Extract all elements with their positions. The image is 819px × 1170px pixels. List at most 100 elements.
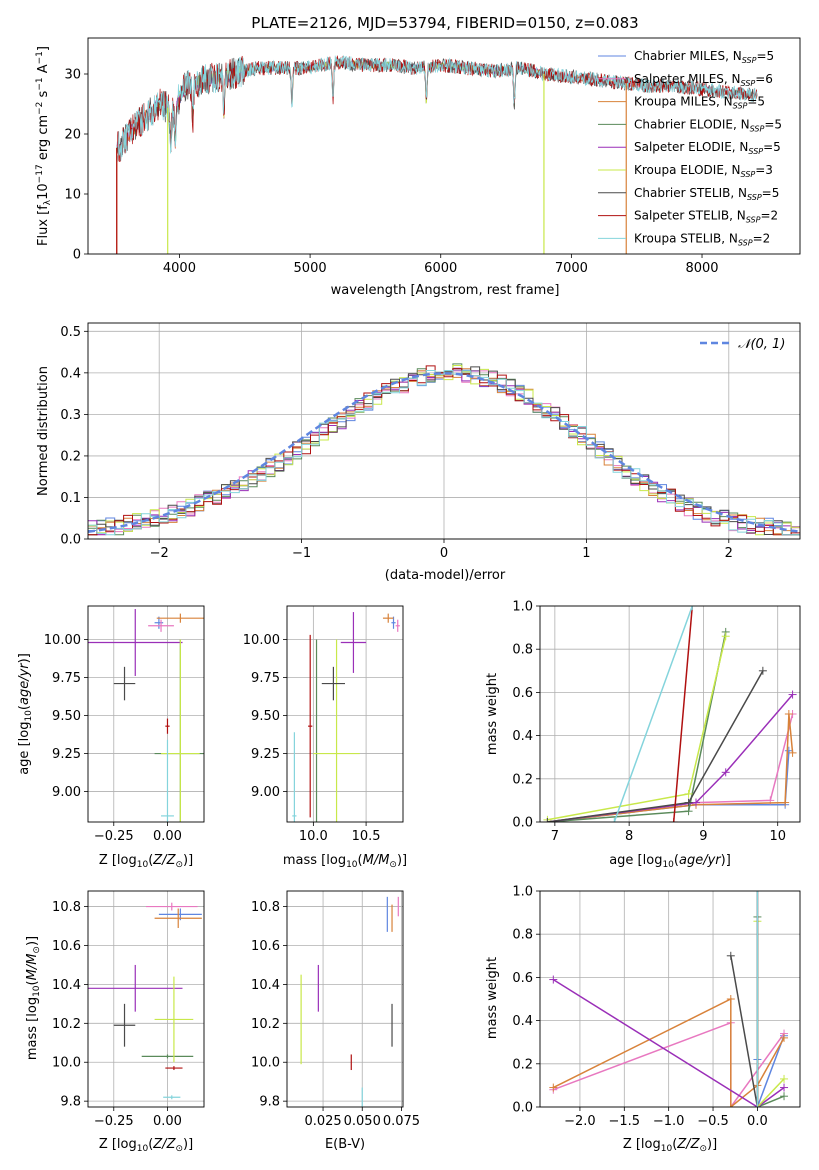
x-tick-label: 2 [725, 546, 733, 561]
y-tick-label: 0.4 [512, 729, 533, 744]
x-tick-label: 7 [551, 829, 559, 844]
axes-frame [286, 890, 404, 1108]
y-tick-label: 10.0 [251, 1056, 280, 1071]
mass-vs-ebv-panel: 0.025 0.050 0.075 9.8 10.0 10.2 10.4 10.6 10.8 [251, 890, 420, 1129]
weight-vs-age-xlabel: age [log10(age/yr)] [609, 853, 731, 870]
mass-vs-Z-panel: −0.25 0.00 9.8 10.0 10.2 10.4 10.6 10.8 [52, 890, 205, 1129]
legend-label: Kroupa ELODIE, NSSP=3 [634, 163, 773, 179]
mass-vs-ebv-xlabel: E(B-V) [325, 1137, 365, 1152]
legend-label: Kroupa STELIB, NSSP=2 [634, 231, 770, 247]
x-tick-label: 5000 [294, 261, 327, 276]
legend-label: Chabrier MILES, NSSP=5 [634, 49, 774, 65]
y-tick-label: 1.0 [512, 600, 533, 615]
x-tick-label: 8000 [685, 261, 718, 276]
y-tick-label: 0.2 [60, 449, 81, 464]
weight-line [552, 997, 785, 1107]
x-tick-label: 0.00 [153, 1114, 182, 1129]
legend-label: Kroupa MILES, NSSP=5 [634, 95, 765, 111]
x-tick-label: −2 [150, 546, 169, 561]
x-tick-label: 0.025 [304, 1114, 341, 1129]
axes-frame [87, 890, 205, 1108]
x-tick-label: 4000 [163, 261, 196, 276]
y-tick-label: 30 [64, 68, 81, 83]
plot-area [88, 609, 204, 822]
spectrum-line-kroupa-stelib [116, 54, 758, 162]
axes-frame [539, 605, 801, 823]
age-vs-Z-xlabel: Z [log10(Z/Z⊙)] [99, 853, 193, 870]
y-tick-label: 10.4 [52, 978, 81, 993]
x-tick-label: 10 [769, 829, 786, 844]
x-tick-label: −0.25 [94, 1114, 134, 1129]
x-tick-label: 0.050 [344, 1114, 381, 1129]
residuals-legend: 𝒩(0, 1) [700, 337, 785, 352]
spectrum-panel: 4000 5000 6000 7000 8000 0 10 20 30 [64, 37, 801, 276]
y-tick-label: 10.00 [243, 633, 280, 648]
residuals-ylabel: Normed distribution [36, 366, 51, 496]
x-tick-label: 10.0 [299, 829, 328, 844]
legend-label: Chabrier ELODIE, NSSP=5 [634, 117, 782, 133]
axes-frame [286, 605, 404, 823]
x-tick-label: −1.5 [609, 1114, 641, 1129]
plot-area [549, 891, 789, 1107]
legend-label: Salpeter MILES, NSSP=6 [634, 72, 773, 88]
plot-area [292, 612, 400, 822]
y-tick-label: 0.1 [60, 491, 81, 506]
legend-label: Chabrier STELIB, NSSP=5 [634, 186, 779, 202]
y-tick-label: 10.4 [251, 978, 280, 993]
y-tick-label: 0.5 [60, 325, 81, 340]
y-tick-label: 10.6 [251, 939, 280, 954]
y-tick-label: 0.4 [512, 1014, 533, 1029]
spectrum-ylabel: Flux [fλ10−17 erg cm−2 s−1 A−1] [35, 46, 53, 246]
spectrum-xlabel: wavelength [Angstrom, rest frame] [331, 283, 560, 298]
mass-vs-Z-ylabel: mass [log10(M/M⊙)] [25, 936, 42, 1060]
x-tick-label: 7000 [555, 261, 588, 276]
y-tick-label: 9.25 [251, 747, 280, 762]
y-tick-label: 9.75 [52, 671, 81, 686]
y-tick-label: 0.8 [512, 643, 533, 658]
plot-area [88, 363, 800, 536]
y-tick-label: 0.6 [512, 971, 533, 986]
age-vs-mass-xlabel: mass [log10(M/M⊙)] [283, 853, 407, 870]
y-tick-label: 10.2 [52, 1017, 81, 1032]
y-tick-label: 9.50 [251, 709, 280, 724]
age-vs-mass-panel: 10.0 10.5 9.00 9.25 9.50 9.75 10.00 [243, 605, 404, 844]
y-tick-label: 9.8 [259, 1095, 280, 1110]
legend-label: Salpeter ELODIE, NSSP=5 [634, 140, 781, 156]
x-tick-label: −1.0 [653, 1114, 685, 1129]
x-tick-label: 1 [582, 546, 590, 561]
x-tick-label: 0.0 [747, 1114, 768, 1129]
legend-label: Salpeter STELIB, NSSP=2 [634, 209, 778, 225]
y-tick-label: 1.0 [512, 885, 533, 900]
y-tick-label: 20 [64, 128, 81, 143]
y-tick-label: 9.8 [60, 1095, 81, 1110]
y-tick-label: 10.6 [52, 939, 81, 954]
y-tick-label: 9.00 [52, 785, 81, 800]
y-tick-label: 9.00 [251, 785, 280, 800]
y-tick-label: 10 [64, 188, 81, 203]
axes-frame [87, 322, 801, 540]
y-tick-label: 0.2 [512, 1057, 533, 1072]
y-tick-label: 0.0 [512, 816, 533, 831]
x-tick-label: 6000 [424, 261, 457, 276]
y-tick-label: 10.00 [44, 633, 81, 648]
x-tick-label: 0.00 [153, 829, 182, 844]
figure-title: PLATE=2126, MJD=53794, FIBERID=0150, z=0… [251, 14, 638, 32]
x-tick-label: 0 [440, 546, 448, 561]
weight-vs-age-panel: 7 8 9 10 0.0 0.2 0.4 0.6 0.8 1.0 [512, 600, 801, 844]
y-tick-label: 0 [73, 248, 81, 263]
y-tick-label: 10.2 [251, 1017, 280, 1032]
normal-curve [88, 372, 800, 533]
axes-frame [87, 37, 801, 255]
y-tick-label: 9.50 [52, 709, 81, 724]
y-tick-label: 0.2 [512, 772, 533, 787]
x-tick-label: 9 [699, 829, 707, 844]
y-tick-label: 10.8 [52, 900, 81, 915]
y-tick-label: 9.25 [52, 747, 81, 762]
mass-vs-Z-xlabel: Z [log10(Z/Z⊙)] [99, 1137, 193, 1154]
x-tick-label: −0.25 [94, 829, 134, 844]
x-tick-label: −1 [292, 546, 311, 561]
y-tick-label: 0.6 [512, 686, 533, 701]
y-tick-label: 0.0 [60, 533, 81, 548]
weight-vs-Z-xlabel: Z [log10(Z/Z⊙)] [623, 1137, 717, 1154]
